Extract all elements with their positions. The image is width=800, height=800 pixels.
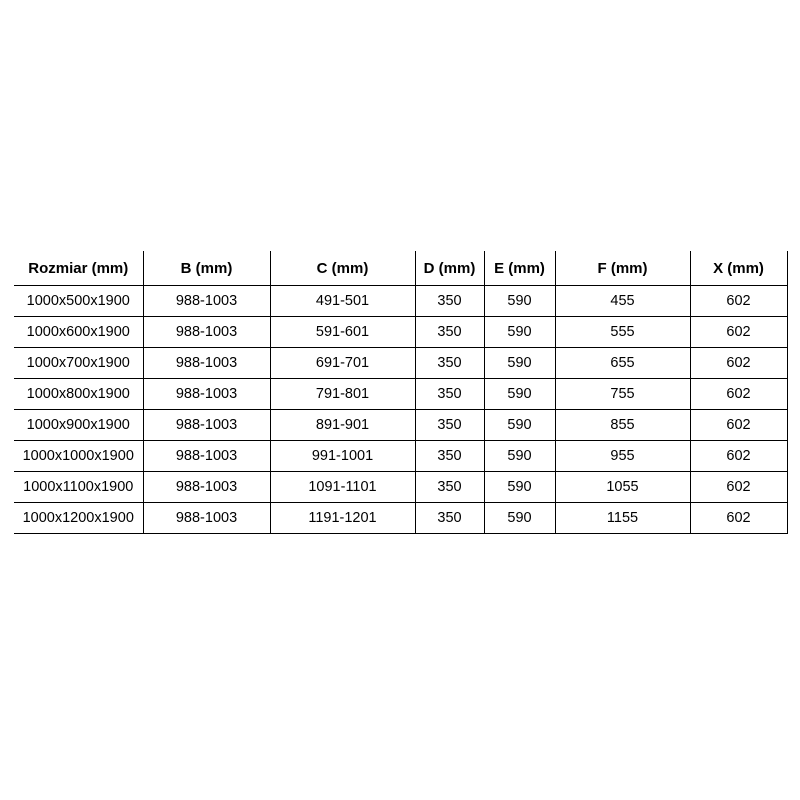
column-header-x: X (mm) (689, 251, 788, 286)
table-header-row: Rozmiar (mm) B (mm) C (mm) D (mm) E (mm) F (m… (14, 251, 788, 286)
table-cell: 1000x800x1900 (14, 378, 144, 410)
column-header-b: B (mm) (142, 251, 271, 286)
size-specification-table: Rozmiar (mm) B (mm) C (mm) D (mm) E (mm) F (m… (14, 251, 788, 534)
table-cell: 590 (483, 316, 556, 348)
table-cell: 590 (483, 347, 556, 379)
table-cell: 1000x600x1900 (14, 316, 144, 348)
table-cell: 1000x700x1900 (14, 347, 144, 379)
table-cell: 590 (483, 502, 556, 534)
table-cell: 350 (414, 409, 485, 441)
column-header-c: C (mm) (269, 251, 416, 286)
table-cell: 1191-1201 (269, 502, 416, 534)
table-cell: 755 (554, 378, 691, 410)
table-cell: 988-1003 (142, 378, 271, 410)
table-cell: 891-901 (269, 409, 416, 441)
column-header-rozmiar: Rozmiar (mm) (14, 251, 144, 286)
table-row: 1000x900x1900 988-1003 891-901 350 590 855 602 (14, 409, 788, 441)
table-cell: 691-701 (269, 347, 416, 379)
table-cell: 590 (483, 471, 556, 503)
table-cell: 1155 (554, 502, 691, 534)
table-cell: 350 (414, 378, 485, 410)
table-cell: 590 (483, 440, 556, 472)
table-row: 1000x1000x1900 988-1003 991-1001 350 590 955 6… (14, 440, 788, 472)
table-cell: 602 (689, 378, 788, 410)
table-cell: 590 (483, 378, 556, 410)
table-cell: 590 (483, 285, 556, 317)
table-row: 1000x700x1900 988-1003 691-701 350 590 655 602 (14, 347, 788, 379)
table-cell: 455 (554, 285, 691, 317)
column-header-f: F (mm) (554, 251, 691, 286)
table-cell: 1000x900x1900 (14, 409, 144, 441)
table-cell: 602 (689, 316, 788, 348)
table-cell: 988-1003 (142, 409, 271, 441)
table-cell: 988-1003 (142, 347, 271, 379)
table-cell: 988-1003 (142, 471, 271, 503)
column-header-e: E (mm) (483, 251, 556, 286)
table-row: 1000x800x1900 988-1003 791-801 350 590 755 602 (14, 378, 788, 410)
table-cell: 988-1003 (142, 440, 271, 472)
table-cell: 555 (554, 316, 691, 348)
table-cell: 1000x1100x1900 (14, 471, 144, 503)
table-cell: 602 (689, 285, 788, 317)
table-cell: 602 (689, 440, 788, 472)
table-cell: 350 (414, 440, 485, 472)
table-row: 1000x1200x1900 988-1003 1191-1201 350 590 115… (14, 502, 788, 534)
table-cell: 791-801 (269, 378, 416, 410)
table-cell: 350 (414, 285, 485, 317)
table-cell: 350 (414, 316, 485, 348)
table-cell: 988-1003 (142, 285, 271, 317)
table-cell: 1000x1000x1900 (14, 440, 144, 472)
table-cell: 602 (689, 502, 788, 534)
table-cell: 602 (689, 347, 788, 379)
table-cell: 955 (554, 440, 691, 472)
table-cell: 1000x1200x1900 (14, 502, 144, 534)
table-cell: 655 (554, 347, 691, 379)
table-body: 1000x500x1900 988-1003 491-501 350 590 455 602… (14, 285, 788, 534)
table-cell: 491-501 (269, 285, 416, 317)
table-row: 1000x1100x1900 988-1003 1091-1101 350 590 105… (14, 471, 788, 503)
table-cell: 988-1003 (142, 502, 271, 534)
table-cell: 350 (414, 347, 485, 379)
table-cell: 602 (689, 409, 788, 441)
table-cell: 1000x500x1900 (14, 285, 144, 317)
table-cell: 1055 (554, 471, 691, 503)
table-cell: 602 (689, 471, 788, 503)
table-cell: 591-601 (269, 316, 416, 348)
table-cell: 350 (414, 471, 485, 503)
table-row: 1000x500x1900 988-1003 491-501 350 590 455 602 (14, 285, 788, 317)
table-cell: 991-1001 (269, 440, 416, 472)
table-cell: 855 (554, 409, 691, 441)
table-cell: 590 (483, 409, 556, 441)
column-header-d: D (mm) (414, 251, 485, 286)
table-row: 1000x600x1900 988-1003 591-601 350 590 555 602 (14, 316, 788, 348)
table-cell: 988-1003 (142, 316, 271, 348)
table-cell: 350 (414, 502, 485, 534)
table-cell: 1091-1101 (269, 471, 416, 503)
